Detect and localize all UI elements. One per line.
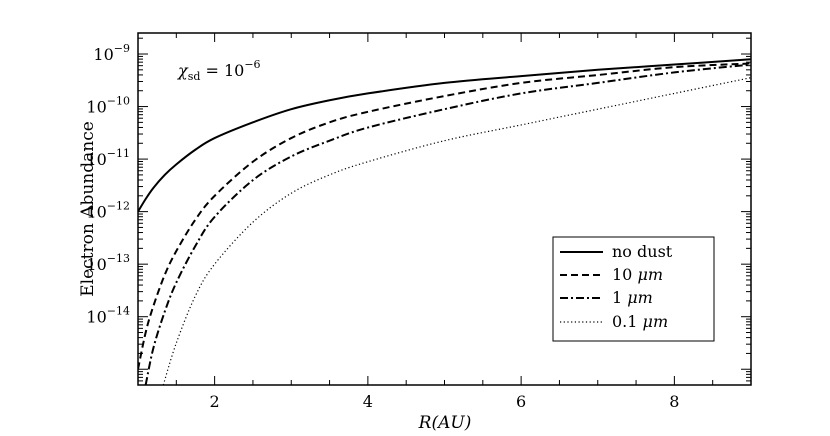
major-ticks bbox=[138, 33, 751, 385]
y-tick-label: 10−9 bbox=[93, 42, 130, 64]
x-axis-label: R(AU) bbox=[418, 413, 472, 433]
x-tick-label: 2 bbox=[210, 392, 220, 411]
y-tick-label: 10−10 bbox=[86, 95, 130, 117]
y-tick-labels: 10−9 10−10 10−11 10−12 10−13 10−14 bbox=[86, 42, 130, 327]
x-tick-label: 6 bbox=[516, 392, 526, 411]
y-axis-label: Electron Abundance bbox=[78, 121, 98, 297]
y-tick-label: 10−12 bbox=[86, 200, 130, 222]
legend-label-1um: 1 μm bbox=[612, 288, 653, 307]
legend-label-no-dust: no dust bbox=[612, 242, 673, 261]
y-tick-label: 10−14 bbox=[86, 305, 130, 327]
minor-ticks bbox=[137, 33, 752, 385]
series-line-dash-dot bbox=[144, 63, 751, 385]
series-line-dashed bbox=[138, 62, 751, 370]
x-tick-label: 8 bbox=[669, 392, 679, 411]
y-tick-label: 10−13 bbox=[86, 252, 130, 274]
series-layer bbox=[138, 58, 751, 385]
x-tick-labels: 2 4 6 8 bbox=[210, 392, 680, 411]
legend-label-0p1um: 0.1 μm bbox=[612, 312, 668, 331]
legend: no dust 10 μm 1 μm 0.1 μm bbox=[552, 236, 715, 342]
y-tick-label: 10−11 bbox=[86, 147, 130, 169]
legend-box bbox=[552, 236, 715, 342]
x-tick-label: 4 bbox=[363, 392, 373, 411]
chi-annotation: χsd = 10−6 bbox=[177, 58, 261, 83]
legend-label-10um: 10 μm bbox=[612, 265, 663, 284]
series-line-solid bbox=[138, 58, 751, 213]
